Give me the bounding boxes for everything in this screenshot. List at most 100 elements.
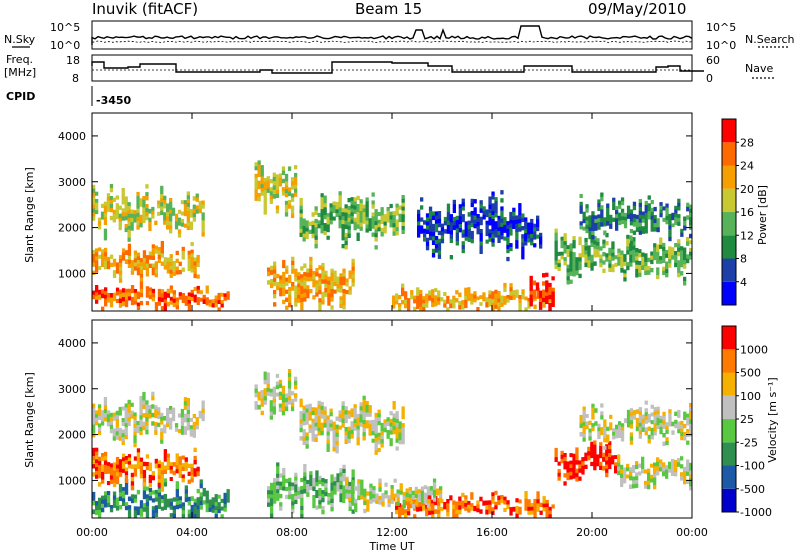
heatmap-cell xyxy=(356,220,360,225)
heatmap-cell xyxy=(121,406,125,411)
heatmap-cell xyxy=(342,297,346,302)
heatmap-cell xyxy=(190,268,194,273)
cpid-value: -3450 xyxy=(96,94,132,107)
heatmap-cell xyxy=(287,376,292,381)
heatmap-cell xyxy=(677,239,681,244)
heatmap-cell xyxy=(572,252,576,257)
heatmap-cell xyxy=(362,204,366,209)
heatmap-cell xyxy=(597,214,601,219)
heatmap-cell xyxy=(112,213,116,219)
heatmap-cell xyxy=(302,229,306,234)
heatmap-cell xyxy=(593,244,597,249)
heatmap-cell xyxy=(420,225,424,230)
heatmap-cell xyxy=(180,417,185,422)
heatmap-cell xyxy=(186,410,190,415)
heatmap-cell xyxy=(184,300,188,306)
heatmap-cell xyxy=(317,408,321,413)
heatmap-cell xyxy=(494,233,498,238)
heatmap-cell xyxy=(671,216,675,221)
heatmap-cell xyxy=(665,253,669,258)
heatmap-cell xyxy=(308,424,312,429)
heatmap-cell xyxy=(644,217,648,222)
heatmap-cell xyxy=(214,502,218,507)
heatmap-cell xyxy=(380,207,384,212)
heatmap-cell xyxy=(333,270,337,275)
heatmap-cell xyxy=(443,292,447,297)
heatmap-cell xyxy=(190,297,194,301)
heatmap-cell xyxy=(378,478,382,484)
heatmap-cell xyxy=(644,480,648,485)
heatmap-cell xyxy=(596,253,600,258)
heatmap-cell xyxy=(677,214,681,219)
heatmap-cell xyxy=(101,503,105,509)
heatmap-cell xyxy=(192,414,196,419)
heatmap-cell xyxy=(458,496,462,502)
heatmap-cell xyxy=(452,504,456,510)
heatmap-cell xyxy=(95,285,99,289)
heatmap-cell xyxy=(282,486,286,491)
heatmap-cell xyxy=(578,273,582,279)
heatmap-cell xyxy=(305,235,309,240)
heatmap-cell xyxy=(588,215,592,220)
heatmap-cell xyxy=(151,292,156,298)
heatmap-cell xyxy=(591,415,595,420)
heatmap-cell xyxy=(118,259,123,264)
heatmap-cell xyxy=(485,509,489,515)
heatmap-cell xyxy=(351,477,355,482)
heatmap-cell xyxy=(491,511,495,515)
heatmap-cell xyxy=(452,221,456,226)
heatmap-cell xyxy=(309,264,313,270)
heatmap-cell xyxy=(97,221,102,226)
heatmap-cell xyxy=(297,486,301,492)
heatmap-cell xyxy=(300,514,304,519)
heatmap-cell xyxy=(115,214,119,220)
heatmap-cell xyxy=(181,510,185,515)
heatmap-cell xyxy=(318,306,322,311)
heatmap-cell xyxy=(345,491,349,496)
heatmap-cell xyxy=(109,196,114,201)
heatmap-cell xyxy=(183,200,188,205)
heatmap-cell xyxy=(410,290,414,295)
heatmap-cell xyxy=(112,462,117,467)
heatmap-cell xyxy=(378,482,382,488)
heatmap-cell xyxy=(396,489,400,494)
heatmap-cell xyxy=(160,249,164,254)
heatmap-cell xyxy=(686,215,690,220)
heatmap-cell xyxy=(473,505,477,512)
heatmap-cell xyxy=(315,505,319,510)
heatmap-cell xyxy=(686,471,690,476)
heatmap-cell xyxy=(594,421,598,426)
heatmap-cell xyxy=(371,216,375,221)
heatmap-cell xyxy=(276,286,280,291)
heatmap-cell xyxy=(193,472,197,477)
heatmap-cell xyxy=(333,489,337,495)
heatmap-cell xyxy=(662,411,666,417)
heatmap-cell xyxy=(417,497,422,502)
heatmap-cell xyxy=(291,486,295,491)
heatmap-cell xyxy=(497,500,501,505)
heatmap-cell xyxy=(591,223,595,228)
heatmap-cell xyxy=(217,300,221,304)
heatmap-cell xyxy=(342,288,346,294)
heatmap-cell xyxy=(115,291,120,296)
heatmap-cell xyxy=(95,199,99,203)
heatmap-cell xyxy=(184,485,188,490)
heatmap-cell xyxy=(151,210,155,215)
heatmap-cell xyxy=(201,220,205,225)
heatmap-cell xyxy=(163,307,167,312)
heatmap-cell xyxy=(395,203,399,208)
heatmap-cell xyxy=(183,430,188,435)
heatmap-cell xyxy=(154,269,158,274)
heatmap-cell xyxy=(278,181,283,187)
heatmap-cell xyxy=(392,223,396,228)
heatmap-cell xyxy=(320,193,324,198)
heatmap-cell xyxy=(653,431,657,436)
colorbar-tick-label: 8 xyxy=(740,253,747,266)
heatmap-cell xyxy=(95,296,99,301)
heatmap-cell xyxy=(139,265,144,271)
heatmap-cell xyxy=(591,235,595,240)
heatmap-cell xyxy=(133,266,138,271)
heatmap-cell xyxy=(103,220,108,225)
heatmap-cell xyxy=(115,464,120,469)
heatmap-cell xyxy=(606,203,610,209)
